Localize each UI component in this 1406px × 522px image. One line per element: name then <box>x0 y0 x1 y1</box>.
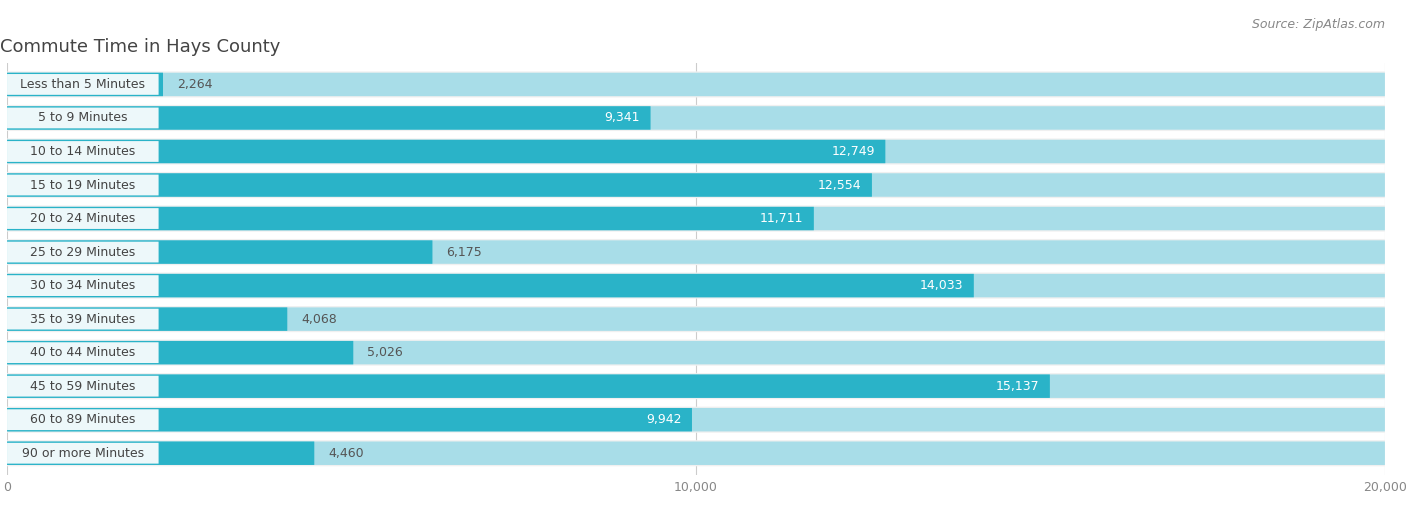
FancyBboxPatch shape <box>7 172 1385 198</box>
FancyBboxPatch shape <box>7 373 1385 399</box>
FancyBboxPatch shape <box>7 341 1385 364</box>
FancyBboxPatch shape <box>7 274 1385 298</box>
FancyBboxPatch shape <box>7 207 1385 230</box>
Text: 12,554: 12,554 <box>818 179 862 192</box>
Text: 9,942: 9,942 <box>647 413 682 426</box>
FancyBboxPatch shape <box>7 274 974 298</box>
FancyBboxPatch shape <box>7 140 1385 163</box>
FancyBboxPatch shape <box>7 341 353 364</box>
FancyBboxPatch shape <box>7 106 1385 129</box>
Text: 4,068: 4,068 <box>301 313 337 326</box>
FancyBboxPatch shape <box>7 440 1385 466</box>
Text: 9,341: 9,341 <box>605 112 640 124</box>
FancyBboxPatch shape <box>7 240 433 264</box>
FancyBboxPatch shape <box>7 340 1385 366</box>
FancyBboxPatch shape <box>7 443 159 464</box>
Text: 20 to 24 Minutes: 20 to 24 Minutes <box>30 212 135 225</box>
FancyBboxPatch shape <box>7 407 1385 433</box>
FancyBboxPatch shape <box>7 140 886 163</box>
FancyBboxPatch shape <box>7 106 651 129</box>
Text: Commute Time in Hays County: Commute Time in Hays County <box>0 38 281 55</box>
FancyBboxPatch shape <box>7 239 1385 265</box>
Text: 5 to 9 Minutes: 5 to 9 Minutes <box>38 112 128 124</box>
Text: 35 to 39 Minutes: 35 to 39 Minutes <box>30 313 135 326</box>
Text: 2,264: 2,264 <box>177 78 212 91</box>
Text: 15 to 19 Minutes: 15 to 19 Minutes <box>30 179 135 192</box>
FancyBboxPatch shape <box>7 173 872 197</box>
FancyBboxPatch shape <box>7 240 1385 264</box>
FancyBboxPatch shape <box>7 73 1385 96</box>
FancyBboxPatch shape <box>7 108 159 128</box>
FancyBboxPatch shape <box>7 409 159 430</box>
Text: Less than 5 Minutes: Less than 5 Minutes <box>20 78 145 91</box>
FancyBboxPatch shape <box>7 374 1385 398</box>
Text: 40 to 44 Minutes: 40 to 44 Minutes <box>30 346 135 359</box>
FancyBboxPatch shape <box>7 442 1385 465</box>
Text: 15,137: 15,137 <box>995 379 1039 393</box>
FancyBboxPatch shape <box>7 408 1385 432</box>
FancyBboxPatch shape <box>7 141 159 162</box>
Text: 10 to 14 Minutes: 10 to 14 Minutes <box>30 145 135 158</box>
Text: 90 or more Minutes: 90 or more Minutes <box>21 447 143 460</box>
Text: 4,460: 4,460 <box>328 447 364 460</box>
Text: 5,026: 5,026 <box>367 346 404 359</box>
FancyBboxPatch shape <box>7 73 163 96</box>
Text: 30 to 34 Minutes: 30 to 34 Minutes <box>30 279 135 292</box>
FancyBboxPatch shape <box>7 72 1385 98</box>
FancyBboxPatch shape <box>7 242 159 263</box>
Text: 25 to 29 Minutes: 25 to 29 Minutes <box>30 245 135 258</box>
FancyBboxPatch shape <box>7 207 814 230</box>
FancyBboxPatch shape <box>7 175 159 195</box>
FancyBboxPatch shape <box>7 307 1385 331</box>
FancyBboxPatch shape <box>7 272 1385 299</box>
Text: 60 to 89 Minutes: 60 to 89 Minutes <box>30 413 135 426</box>
Text: 14,033: 14,033 <box>920 279 963 292</box>
FancyBboxPatch shape <box>7 173 1385 197</box>
FancyBboxPatch shape <box>7 442 315 465</box>
Text: 45 to 59 Minutes: 45 to 59 Minutes <box>30 379 135 393</box>
FancyBboxPatch shape <box>7 376 159 397</box>
Text: 11,711: 11,711 <box>761 212 803 225</box>
Text: 12,749: 12,749 <box>831 145 875 158</box>
FancyBboxPatch shape <box>7 74 159 95</box>
FancyBboxPatch shape <box>7 307 287 331</box>
FancyBboxPatch shape <box>7 374 1050 398</box>
FancyBboxPatch shape <box>7 408 692 432</box>
FancyBboxPatch shape <box>7 138 1385 164</box>
FancyBboxPatch shape <box>7 105 1385 131</box>
Text: Source: ZipAtlas.com: Source: ZipAtlas.com <box>1251 18 1385 31</box>
FancyBboxPatch shape <box>7 306 1385 332</box>
FancyBboxPatch shape <box>7 309 159 329</box>
FancyBboxPatch shape <box>7 275 159 296</box>
Text: 6,175: 6,175 <box>446 245 482 258</box>
FancyBboxPatch shape <box>7 342 159 363</box>
FancyBboxPatch shape <box>7 206 1385 232</box>
FancyBboxPatch shape <box>7 208 159 229</box>
